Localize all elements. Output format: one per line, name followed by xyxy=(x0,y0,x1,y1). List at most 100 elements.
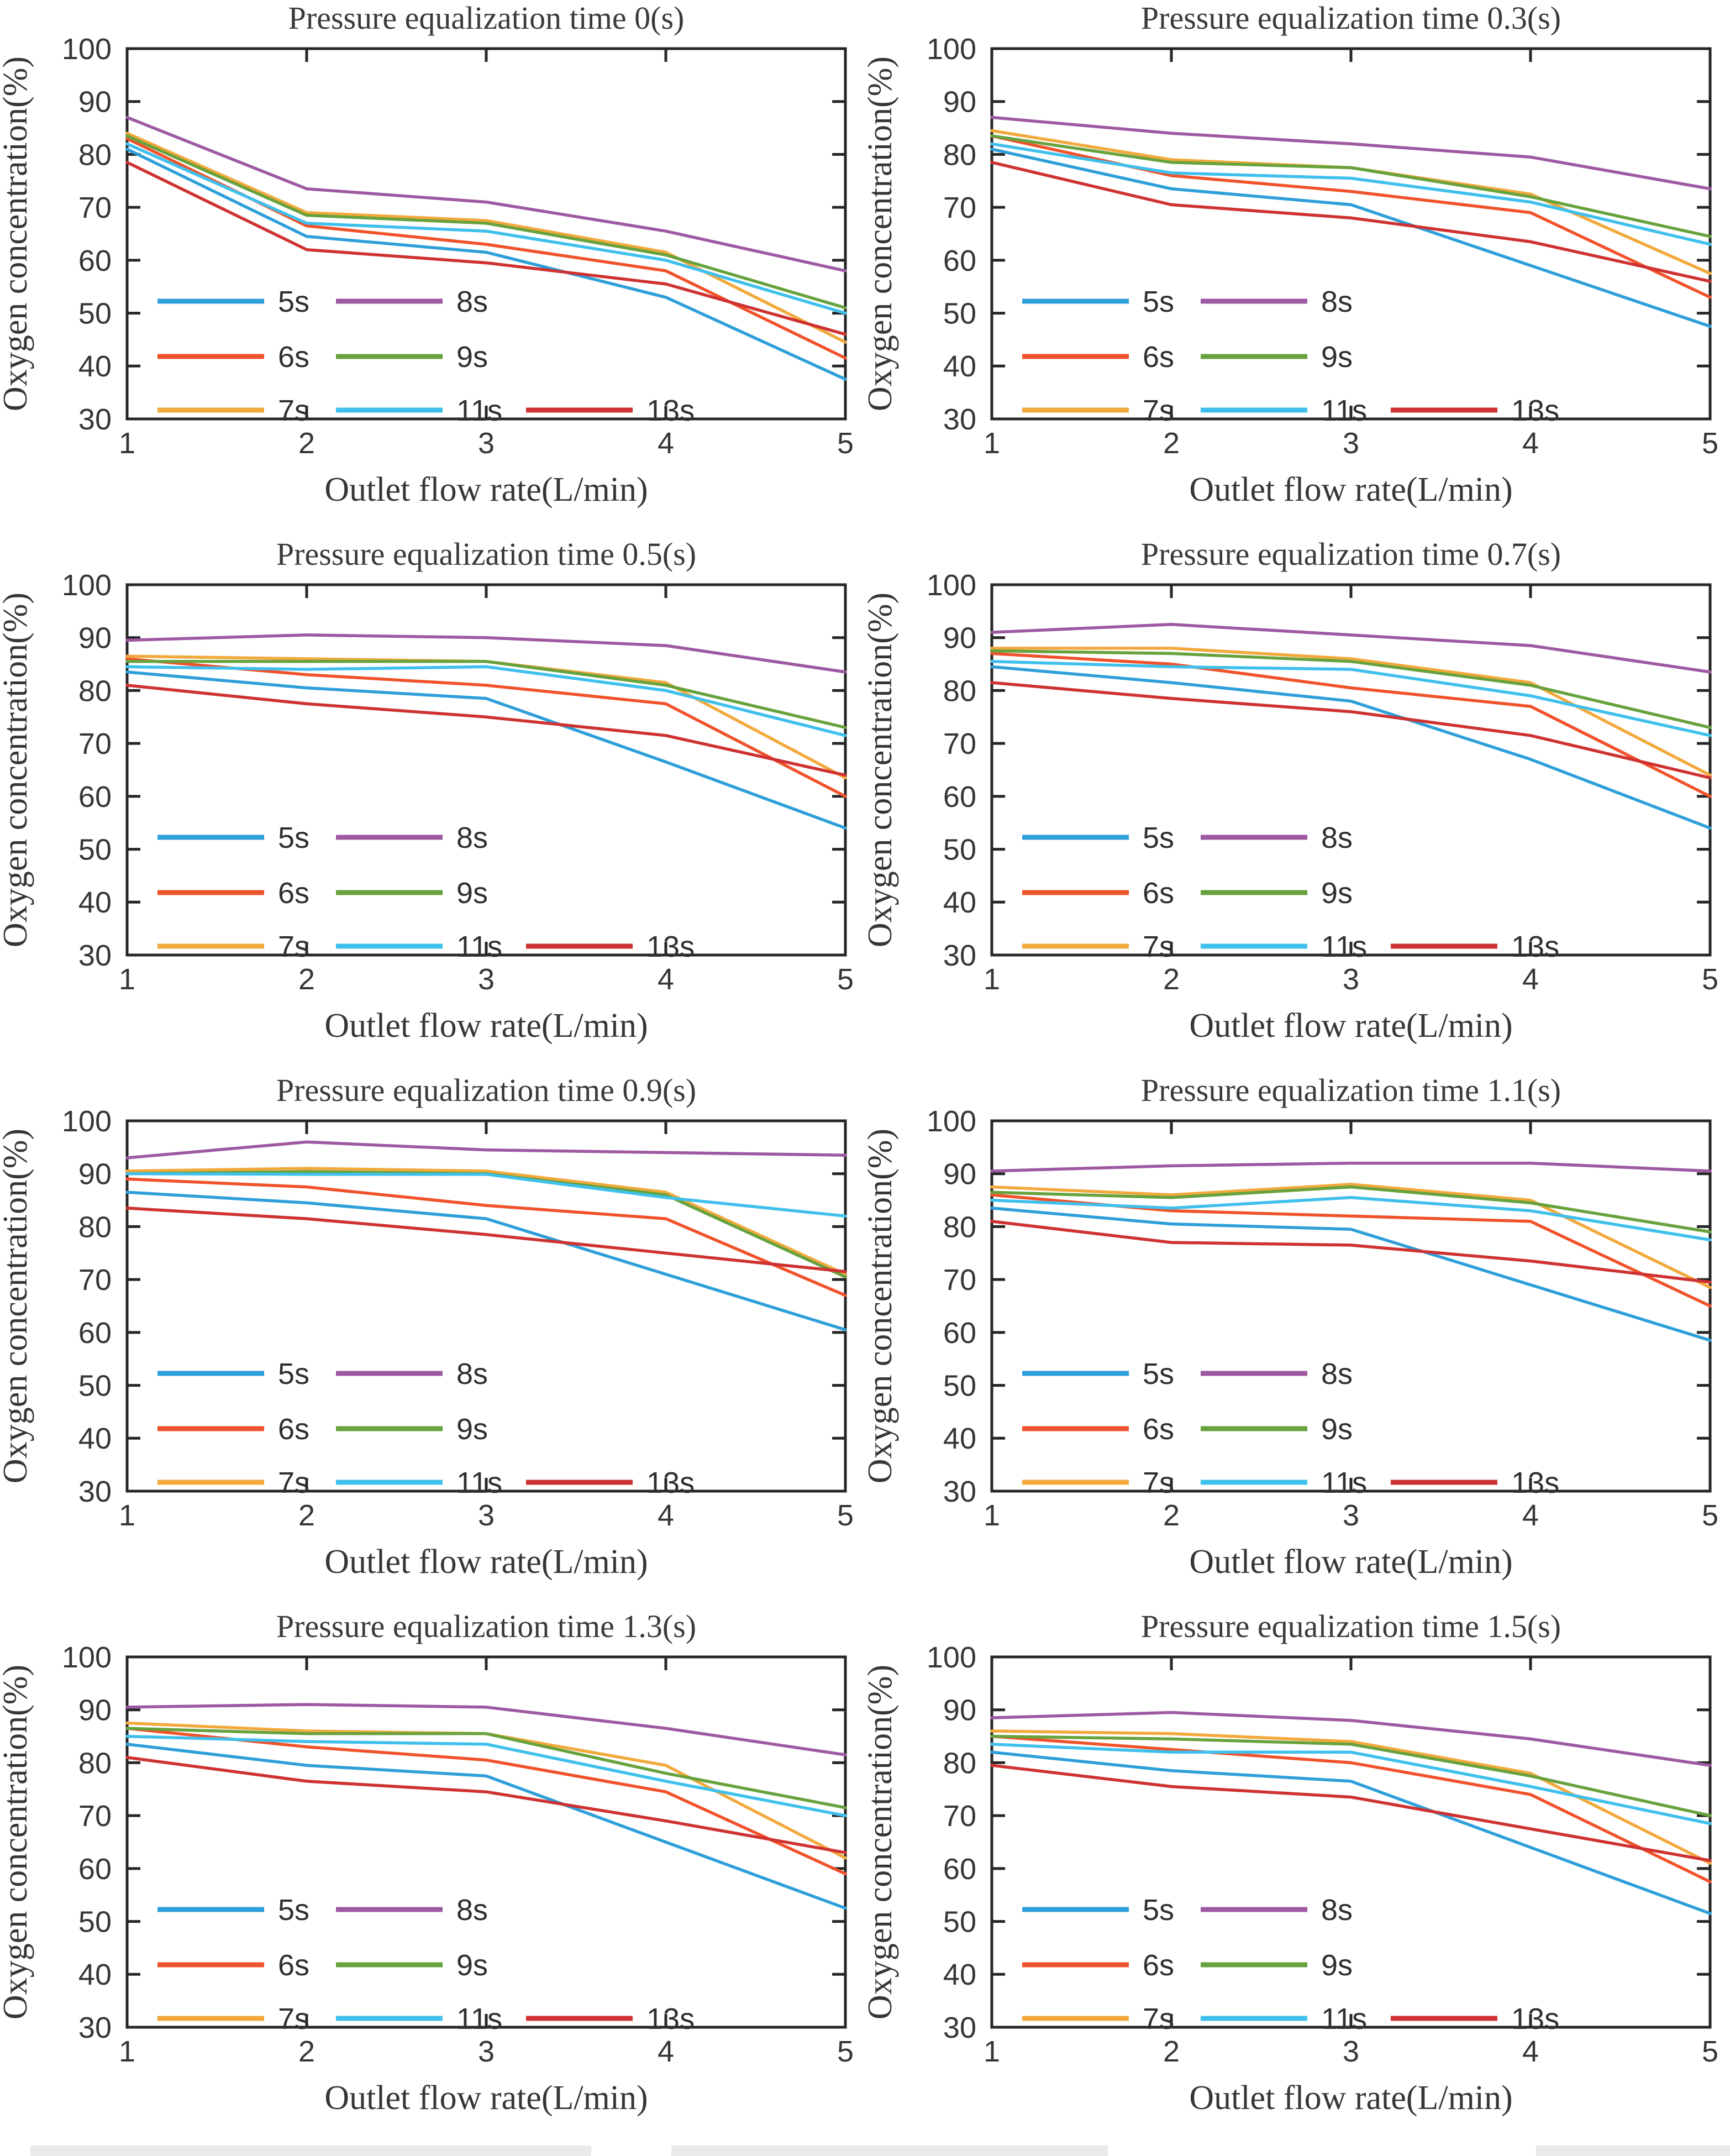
y-tick-label: 80 xyxy=(78,1210,112,1244)
y-tick-label: 90 xyxy=(78,1694,112,1727)
legend-label-5s: 5s xyxy=(1143,1893,1174,1927)
legend-label-7s: 7s xyxy=(278,2002,309,2036)
x-axis-label: Outlet flow rate(L/min) xyxy=(1189,471,1512,508)
y-tick-label: 80 xyxy=(943,674,976,707)
series-line-8s xyxy=(990,1161,1712,1173)
x-tick-label: 3 xyxy=(478,963,495,996)
x-tick-label: 1 xyxy=(119,963,135,996)
y-tick-label: 100 xyxy=(62,569,112,602)
chart-title: Pressure equalization time 0(s) xyxy=(288,0,685,36)
series-line-6s xyxy=(125,1177,847,1297)
legend-label-11s: 11s xyxy=(456,394,502,427)
y-tick-label: 100 xyxy=(62,1641,112,1674)
chart-cell-3: Pressure equalization time 0.7(s) 1 2 3 4 5 30… xyxy=(865,536,1730,1072)
x-tick-label: 4 xyxy=(1522,963,1539,996)
x-tick-label: 2 xyxy=(298,1499,315,1532)
series-line-8s xyxy=(990,116,1712,191)
legend-label-5s: 5s xyxy=(1143,821,1174,854)
x-tick-label: 4 xyxy=(1522,2035,1539,2068)
chart-svg-6: Pressure equalization time 1.3(s) 1 2 3 4 5 30… xyxy=(0,1608,854,2117)
x-tick-label: 1 xyxy=(119,1499,135,1532)
legend-label-6s: 6s xyxy=(1143,1949,1174,1982)
y-tick-label: 50 xyxy=(943,833,976,866)
x-axis-label: Outlet flow rate(L/min) xyxy=(1189,1007,1512,1045)
y-tick-label: 90 xyxy=(78,1158,112,1191)
series-line-5s xyxy=(990,148,1712,328)
series-line-9s xyxy=(990,649,1712,730)
legend-label-11s: 11s xyxy=(1321,1466,1367,1499)
y-tick-label: 60 xyxy=(78,1316,112,1350)
series-line-13s xyxy=(125,1756,847,1854)
y-tick-label: 60 xyxy=(78,1853,112,1886)
series-line-6s xyxy=(990,1193,1712,1308)
x-axis-label: Outlet flow rate(L/min) xyxy=(324,2079,648,2117)
x-tick-label: 5 xyxy=(1702,427,1718,460)
y-tick-label: 50 xyxy=(78,297,112,330)
chart-cell-6: Pressure equalization time 1.3(s) 1 2 3 4 5 30… xyxy=(0,1608,865,2144)
y-tick-label: 70 xyxy=(943,191,976,224)
x-tick-label: 2 xyxy=(1163,2035,1180,2068)
y-axis-label: Oxygen concentration(%) xyxy=(865,1665,899,2019)
legend-label-13s: 13s xyxy=(646,930,695,963)
x-tick-label: 1 xyxy=(984,963,1000,996)
series-line-9s xyxy=(990,134,1712,238)
legend-label-13s: 13s xyxy=(646,1466,695,1499)
legend-label-6s: 6s xyxy=(278,877,309,910)
legend-label-9s: 9s xyxy=(456,1413,488,1446)
y-tick-label: 60 xyxy=(943,1316,976,1350)
series-line-5s xyxy=(990,1206,1712,1342)
series-line-8s xyxy=(125,1140,847,1160)
legend-label-7s: 7s xyxy=(1143,930,1174,963)
y-tick-label: 30 xyxy=(78,2011,112,2044)
chart-title: Pressure equalization time 1.5(s) xyxy=(1141,1608,1561,1644)
footer-fragment-0 xyxy=(30,2145,591,2156)
series-line-13s xyxy=(125,161,847,336)
y-tick-label: 40 xyxy=(943,350,976,383)
series-line-7s xyxy=(125,132,847,344)
x-tick-label: 4 xyxy=(658,963,674,996)
chart-title: Pressure equalization time 0.9(s) xyxy=(276,1072,696,1108)
legend-label-9s: 9s xyxy=(456,877,488,910)
y-tick-label: 50 xyxy=(943,1369,976,1402)
y-tick-label: 80 xyxy=(78,1746,112,1780)
series-line-7s xyxy=(990,647,1712,777)
legend-label-7s: 7s xyxy=(1143,2002,1174,2036)
y-axis-label: Oxygen concentration(%) xyxy=(0,1665,34,2019)
y-tick-label: 60 xyxy=(78,780,112,814)
legend-label-9s: 9s xyxy=(1321,1949,1353,1982)
legend-label-8s: 8s xyxy=(456,1357,488,1391)
x-tick-label: 3 xyxy=(1343,2035,1359,2068)
x-tick-label: 3 xyxy=(1343,427,1359,460)
y-tick-label: 40 xyxy=(78,886,112,919)
series-line-6s xyxy=(990,1734,1712,1884)
y-tick-label: 70 xyxy=(943,1800,976,1833)
y-tick-label: 50 xyxy=(78,1369,112,1402)
legend-label-11s: 11s xyxy=(1321,2002,1367,2036)
legend-label-13s: 13s xyxy=(1511,2002,1559,2036)
y-tick-label: 30 xyxy=(943,1475,976,1508)
x-tick-label: 1 xyxy=(119,427,135,460)
legend-label-5s: 5s xyxy=(1143,1357,1174,1391)
x-tick-label: 1 xyxy=(984,2035,1000,2068)
legend-label-13s: 13s xyxy=(1511,394,1559,427)
y-tick-label: 30 xyxy=(78,403,112,436)
chart-title: Pressure equalization time 1.1(s) xyxy=(1141,1072,1561,1108)
chart-svg-7: Pressure equalization time 1.5(s) 1 2 3 4 5 30… xyxy=(865,1608,1718,2117)
y-tick-label: 70 xyxy=(943,727,976,760)
x-tick-label: 4 xyxy=(658,2035,674,2068)
y-tick-label: 30 xyxy=(78,1475,112,1508)
x-tick-label: 1 xyxy=(984,1499,1000,1532)
x-axis-label: Outlet flow rate(L/min) xyxy=(324,471,648,508)
legend-label-8s: 8s xyxy=(1321,285,1353,318)
x-tick-label: 5 xyxy=(837,1499,854,1532)
y-tick-label: 30 xyxy=(78,939,112,972)
legend-label-8s: 8s xyxy=(456,285,488,318)
series-line-13s xyxy=(125,1206,847,1273)
y-tick-label: 90 xyxy=(943,622,976,655)
chart-svg-3: Pressure equalization time 0.7(s) 1 2 3 4 5 30… xyxy=(865,536,1718,1045)
y-tick-label: 90 xyxy=(78,622,112,655)
series-line-7s xyxy=(990,1183,1712,1289)
legend-label-11s: 11s xyxy=(456,1466,502,1499)
y-axis-label: Oxygen concentration(%) xyxy=(0,1129,34,1483)
legend-label-7s: 7s xyxy=(278,930,309,963)
